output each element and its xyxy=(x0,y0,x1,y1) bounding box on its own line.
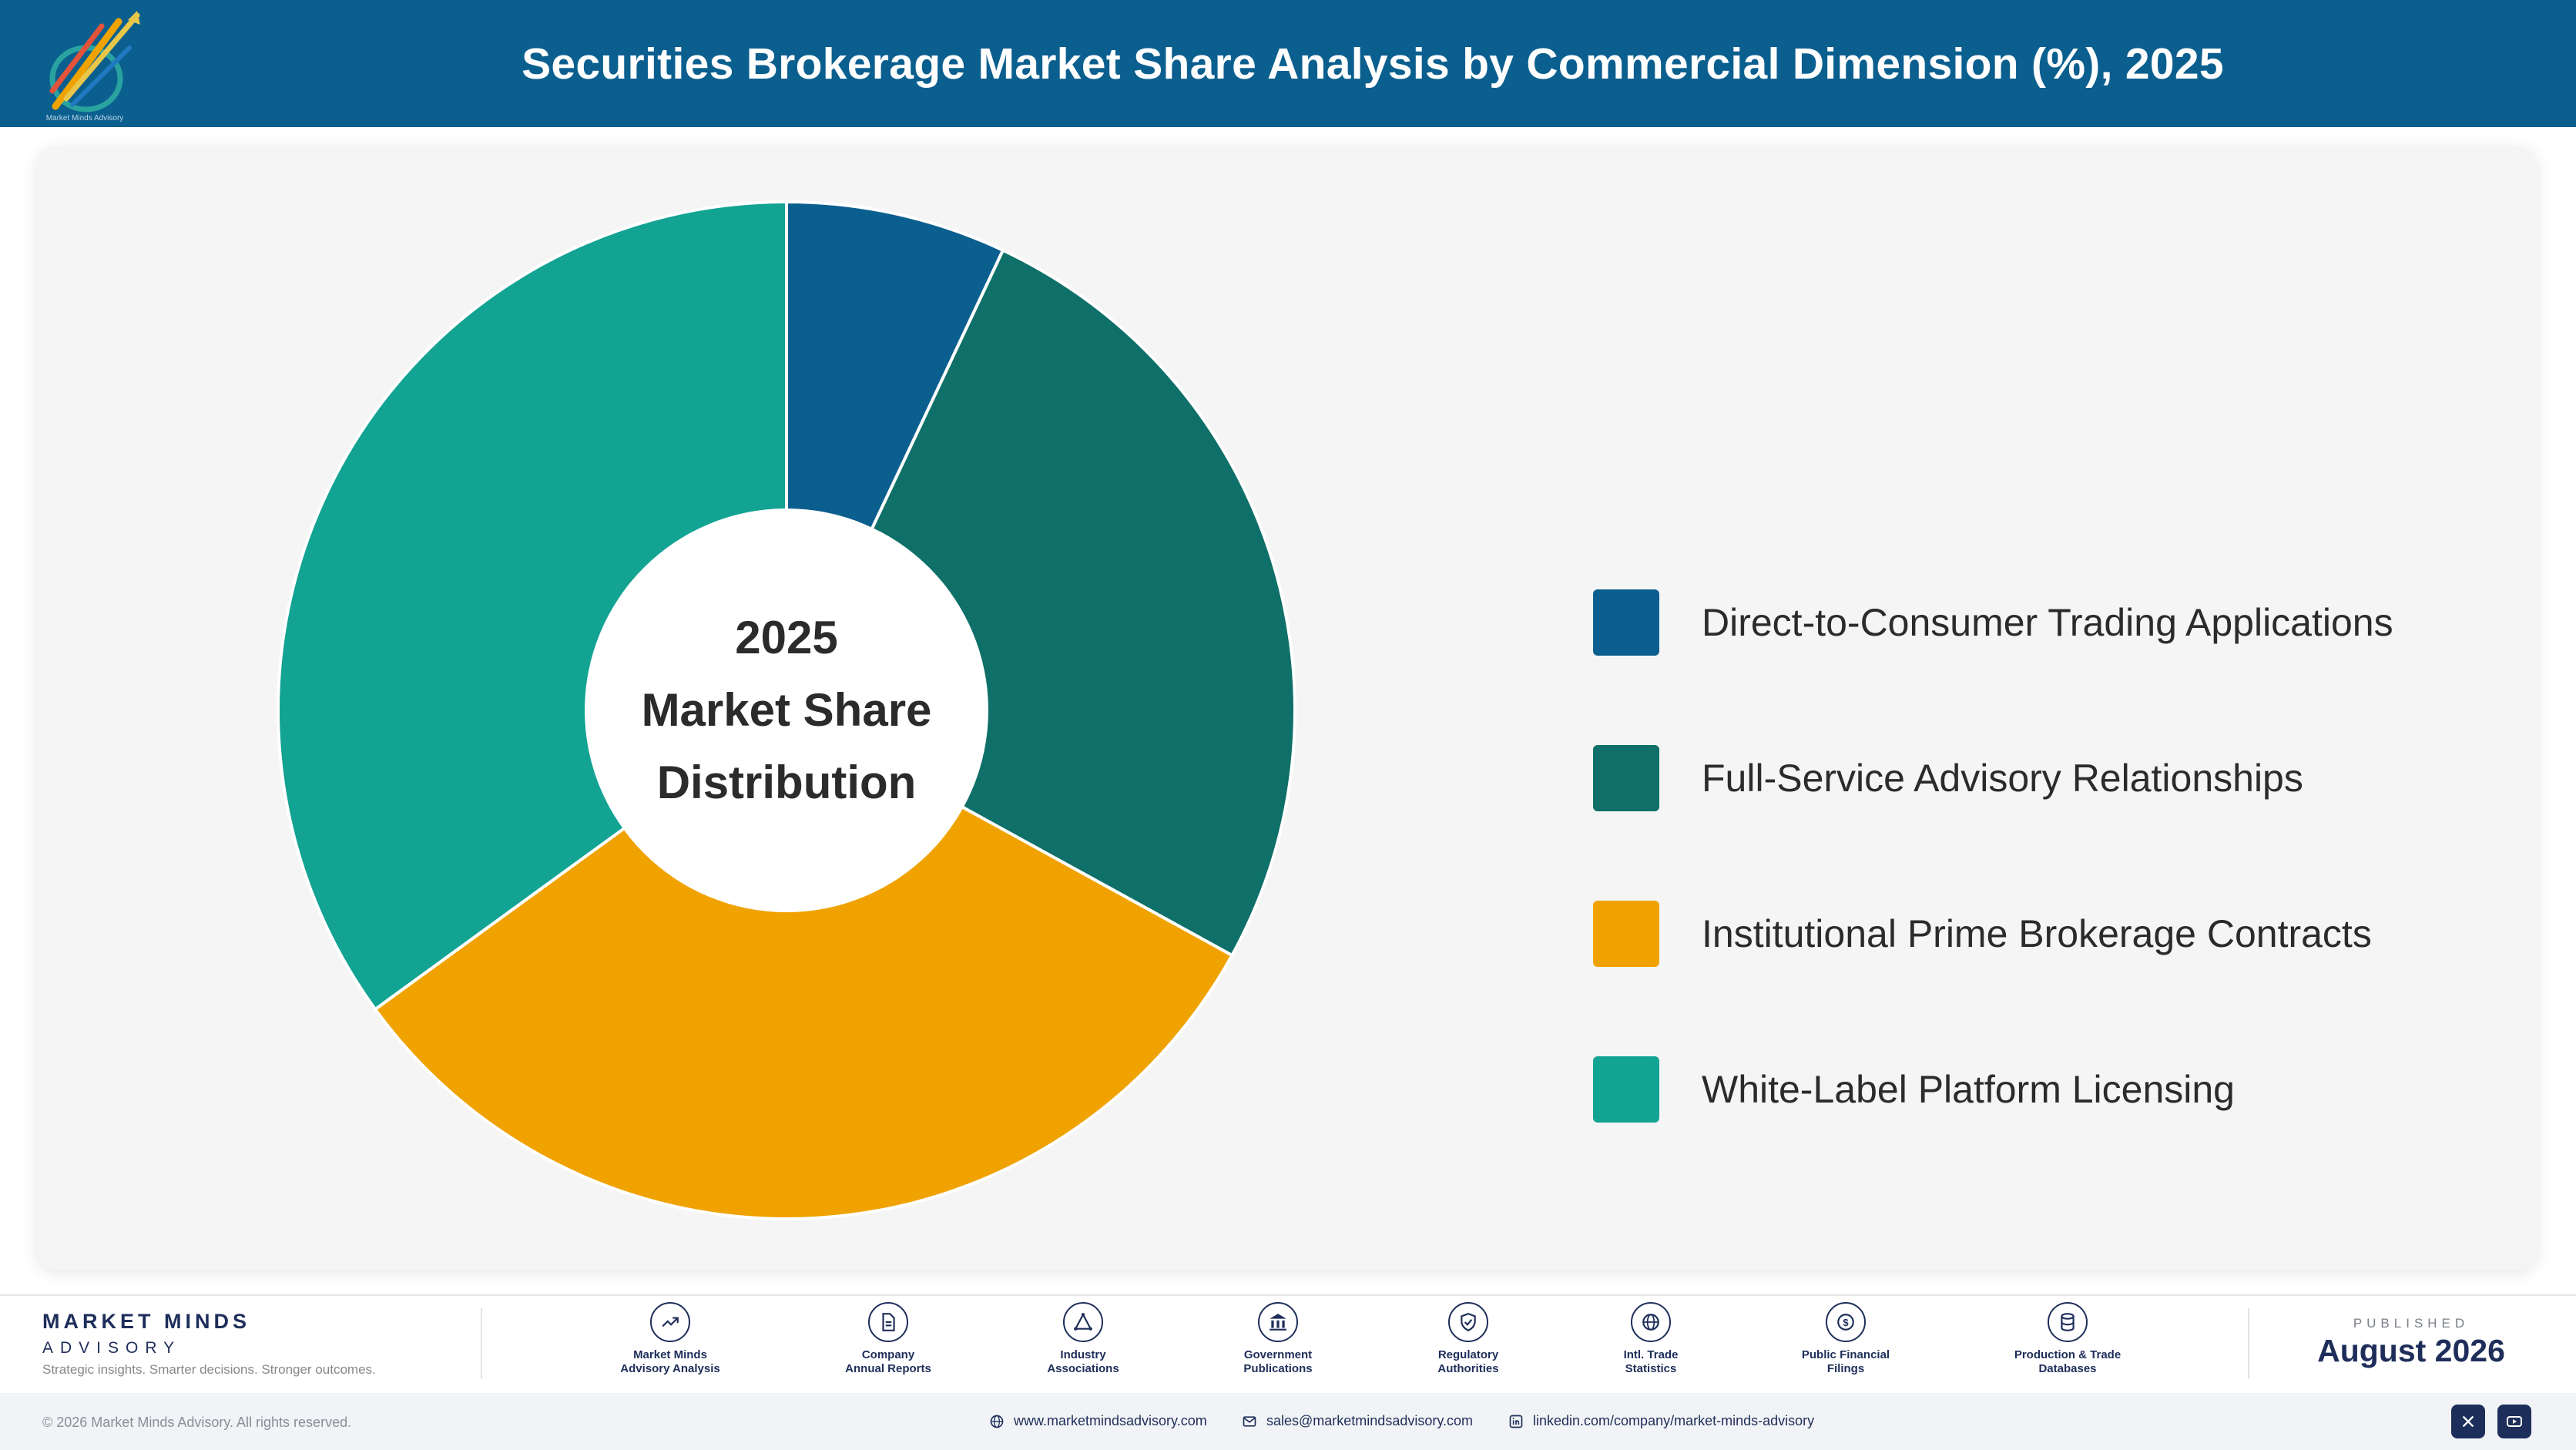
network-icon xyxy=(1063,1302,1103,1342)
published-date: August 2026 xyxy=(2317,1333,2505,1368)
brand-tagline: Strategic insights. Smarter decisions. S… xyxy=(42,1362,376,1377)
legend-label: Full-Service Advisory Relationships xyxy=(1702,757,2303,800)
bottom-bar xyxy=(0,1393,2576,1450)
linkedin-text: linkedin.com/company/market-minds-adviso… xyxy=(1533,1413,1815,1428)
source-label: Production & Trade Databases xyxy=(2014,1348,2122,1375)
source-item[interactable]: Industry Associations xyxy=(998,1302,1168,1376)
source-label: Government Publications xyxy=(1243,1348,1313,1375)
chart-legend: Direct-to-Consumer Trading Applications … xyxy=(1593,589,2393,1212)
pie-slice[interactable] xyxy=(373,708,1235,1220)
shield-icon xyxy=(1448,1302,1488,1342)
footer-divider xyxy=(0,1294,2576,1296)
email-text: sales@marketmindsadvisory.com xyxy=(1266,1413,1474,1428)
center-label-line-2: Market Share xyxy=(641,684,932,736)
legend-label: Direct-to-Consumer Trading Applications xyxy=(1702,601,2393,644)
legend-swatch xyxy=(1593,589,1659,656)
source-item[interactable]: Company Annual Reports xyxy=(803,1302,973,1376)
donut-hole xyxy=(585,509,988,912)
coin-icon: $ xyxy=(1826,1302,1866,1342)
trend-line-icon xyxy=(650,1302,690,1342)
legend-item[interactable]: Institutional Prime Brokerage Contracts xyxy=(1593,901,2393,967)
svg-text:$: $ xyxy=(1843,1317,1849,1328)
donut-chart xyxy=(277,200,1296,1220)
source-item[interactable]: Regulatory Authorities xyxy=(1384,1302,1553,1376)
published-label: PUBLISHED xyxy=(2353,1316,2470,1331)
source-label: Company Annual Reports xyxy=(845,1348,931,1375)
source-item[interactable]: Production & Trade Databases xyxy=(1983,1302,2152,1376)
source-item[interactable]: Intl. Trade Statistics xyxy=(1566,1302,1736,1376)
footer-divider-left xyxy=(481,1308,482,1379)
copyright-text: © 2026 Market Minds Advisory. All rights… xyxy=(42,1415,352,1430)
globe-icon xyxy=(1631,1302,1671,1342)
chart-card: 2025 Market Share Distribution Direct-to… xyxy=(37,146,2537,1270)
source-label: Market Minds Advisory Analysis xyxy=(620,1348,720,1375)
legend-swatch xyxy=(1593,745,1659,811)
logo-caption: Market Minds Advisory xyxy=(46,114,124,123)
building-icon xyxy=(1258,1302,1298,1342)
document-icon xyxy=(868,1302,908,1342)
brand-name: MARKET MINDS xyxy=(42,1310,250,1333)
globe-icon xyxy=(990,1415,1004,1428)
legend-swatch xyxy=(1593,901,1659,967)
source-label: Public Financial Filings xyxy=(1801,1348,1890,1375)
x-icon[interactable] xyxy=(2451,1405,2485,1438)
source-label: Intl. Trade Statistics xyxy=(1623,1348,1679,1375)
sources-row: Market Minds Advisory Analysis Company A… xyxy=(481,1302,2230,1387)
legend-item[interactable]: Full-Service Advisory Relationships xyxy=(1593,745,2393,811)
rising-arrows-logo-icon: Market Minds Advisory xyxy=(46,11,140,123)
source-item[interactable]: Market Minds Advisory Analysis xyxy=(585,1302,755,1376)
website-link[interactable]: www.marketmindsadvisory.com xyxy=(989,1413,1207,1429)
donut-center-label: 2025 Market Share Distribution xyxy=(586,602,987,819)
source-item[interactable]: Government Publications xyxy=(1193,1302,1363,1376)
footer-divider-right xyxy=(2248,1308,2249,1379)
page-title: Securities Brokerage Market Share Analys… xyxy=(522,39,2224,89)
database-icon xyxy=(2048,1302,2088,1342)
linkedin-link[interactable]: linkedin.com/company/market-minds-adviso… xyxy=(1508,1413,1814,1429)
center-label-line-3: Distribution xyxy=(656,757,917,808)
linkedin-icon xyxy=(1509,1415,1523,1428)
mail-icon xyxy=(1243,1415,1256,1427)
legend-item[interactable]: White-Label Platform Licensing xyxy=(1593,1056,2393,1123)
legend-swatch xyxy=(1593,1056,1659,1123)
brand-subtitle: ADVISORY xyxy=(42,1339,182,1357)
legend-item[interactable]: Direct-to-Consumer Trading Applications xyxy=(1593,589,2393,656)
legend-label: White-Label Platform Licensing xyxy=(1702,1068,2235,1111)
header-bar: Market Minds Advisory Securities Brokera… xyxy=(0,0,2576,127)
website-text: www.marketmindsadvisory.com xyxy=(1014,1413,1207,1428)
source-label: Industry Associations xyxy=(1047,1348,1119,1375)
center-label-year: 2025 xyxy=(735,612,838,663)
legend-label: Institutional Prime Brokerage Contracts xyxy=(1702,912,2372,955)
youtube-icon[interactable] xyxy=(2497,1405,2531,1438)
source-item[interactable]: $ Public Financial Filings xyxy=(1761,1302,1930,1376)
source-label: Regulatory Authorities xyxy=(1437,1348,1499,1375)
email-link[interactable]: sales@marketmindsadvisory.com xyxy=(1242,1413,1473,1429)
pie-slice[interactable] xyxy=(277,200,788,1012)
